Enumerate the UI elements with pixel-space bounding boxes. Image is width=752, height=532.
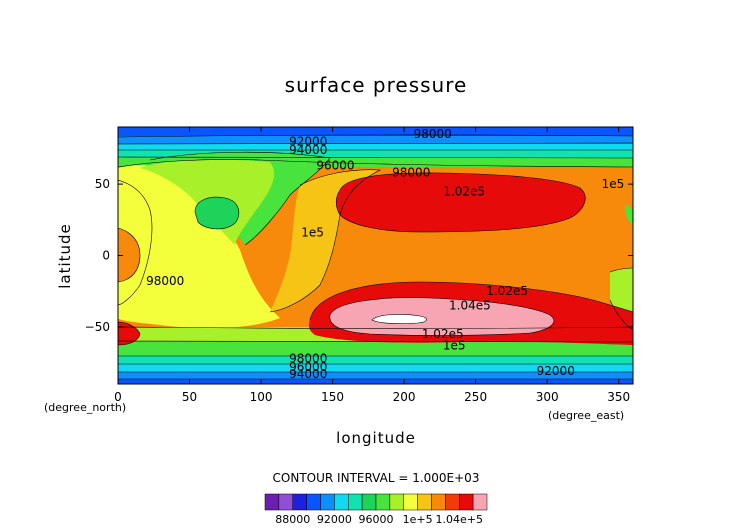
colorbar-swatch [278,493,293,511]
contour-label: 96000 [316,159,354,173]
x-tick-label: 0 [114,390,122,404]
contour-label: 92000 [289,134,327,148]
band-north-teal [118,150,633,157]
colorbar-swatch [431,493,446,511]
colorbar-swatch [334,493,349,511]
x-tick-label: 250 [464,390,487,404]
x-tick-label: 100 [250,390,273,404]
colorbar-swatch [292,493,307,511]
contour-label: 94000 [289,367,327,381]
colorbar-swatch [459,493,474,511]
colorbar-tick-label: 1e+5 [403,513,433,526]
y-tick-label: −50 [85,320,110,334]
band-south-lightblue [118,372,633,379]
band-north-lightblue [118,136,633,144]
axes: 0 50 100 150 200 250 300 350 −50 0 50 [85,127,633,404]
region-orange-west-edge [118,228,140,282]
contour-label: 98000 [146,274,184,288]
colorbar-tick-label: 96000 [359,513,394,526]
y-tick-label: 0 [102,249,110,263]
contour-label: 1.02e5 [443,184,485,198]
colorbar: 88000 92000 96000 1e+5 1.04e+5 [264,493,488,526]
contour-label: 1.04e5 [449,298,491,312]
colorbar-swatch [389,493,404,511]
region-green-blob [195,197,239,229]
contour-labels: 92000940009600098000980001.02e51e51e5980… [146,127,624,381]
x-tick-label: 350 [607,390,630,404]
x-unit-label: (degree_east) [548,409,624,422]
x-axis-label: longitude [336,429,416,447]
band-south-blue [118,379,633,384]
colorbar-swatch [445,493,460,511]
contour-label: 1e5 [301,226,324,240]
colorbar-tick-label: 88000 [275,513,310,526]
colorbar-tick-label: 1.04e+5 [436,513,483,526]
contour-label: 1.02e5 [422,327,464,341]
contour-label: 1e5 [443,338,466,352]
chart-title: surface pressure [285,73,468,97]
region-white-core [372,314,427,324]
region-red-north [336,172,586,232]
region-yellow-west [118,165,280,329]
colorbar-swatch [306,493,321,511]
plot-area: 92000940009600098000980001.02e51e51e5980… [118,127,633,384]
colorbar-swatch [320,493,335,511]
y-unit-label: (degree_north) [44,401,126,414]
colorbar-swatch [417,493,432,511]
band-south-teal [118,356,633,364]
colorbar-tick-label: 92000 [317,513,352,526]
colorbar-swatch [472,493,488,511]
region-pink-south [329,297,554,336]
band-north-green [118,157,633,167]
y-axis-label: latitude [56,223,74,289]
contour-label: 98000 [392,166,430,180]
band-north-cyan [118,144,633,150]
contour-label: 96000 [289,360,327,374]
colorbar-swatch [264,493,280,511]
contour-interval-text: CONTOUR INTERVAL = 1.000E+03 [273,471,480,485]
contour-label: 1e5 [602,177,625,191]
contour-label: 92000 [537,364,575,378]
band-south-green [118,341,633,356]
band-north-blue [118,127,633,136]
x-tick-label: 300 [536,390,559,404]
region-yellow-mid [270,169,380,312]
region-lightgreen-northeast [625,205,633,225]
contour-label: 98000 [414,127,452,141]
contour-label: 94000 [289,143,327,157]
contour-label: 98000 [289,351,327,365]
colorbar-swatch [348,493,363,511]
colorbar-swatch [361,493,377,511]
x-tick-label: 50 [182,390,197,404]
y-tick-label: 50 [95,177,110,191]
x-tick-label: 150 [321,390,344,404]
colorbar-swatch [403,493,418,511]
x-tick-label: 200 [393,390,416,404]
contour-label: 1.02e5 [486,284,528,298]
region-red-southwest [118,322,140,345]
colorbar-swatch [375,493,391,511]
band-south-cyan [118,364,633,372]
